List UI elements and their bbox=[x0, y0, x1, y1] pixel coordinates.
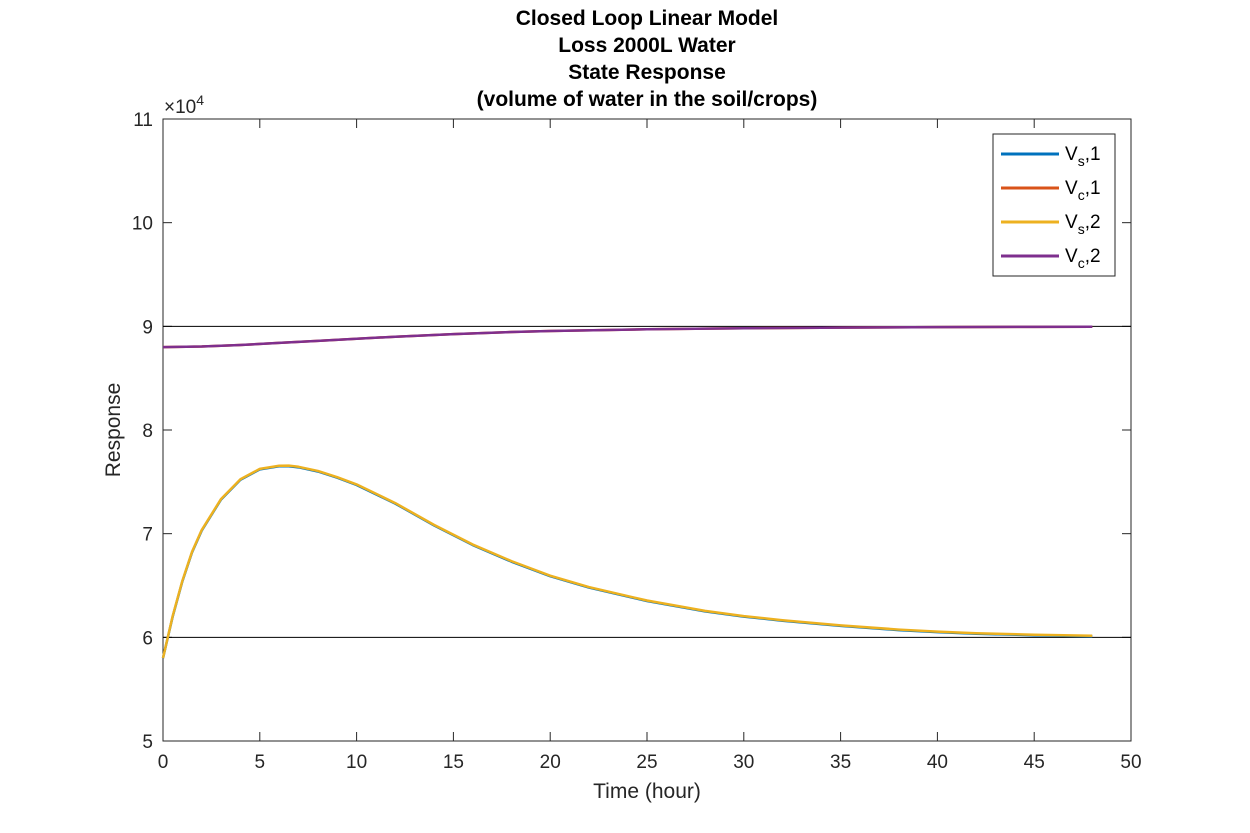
y-tick-label: 9 bbox=[142, 317, 153, 338]
y-exponent-base: ×10 bbox=[164, 97, 196, 118]
x-tick-label: 20 bbox=[540, 752, 561, 773]
legend-label-subscript: c bbox=[1078, 255, 1085, 271]
x-tick-label: 0 bbox=[158, 752, 169, 773]
legend-label-suffix: ,2 bbox=[1085, 246, 1101, 267]
chart-title-line-3: State Response bbox=[568, 61, 726, 84]
y-exponent-power: 4 bbox=[196, 92, 204, 108]
legend-label-3: Vs,2 bbox=[1065, 212, 1101, 237]
x-tick-label: 30 bbox=[733, 752, 754, 773]
x-axis-label: Time (hour) bbox=[593, 780, 701, 803]
y-tick-label: 6 bbox=[142, 628, 153, 649]
chart-title-line-2: Loss 2000L Water bbox=[558, 34, 735, 57]
y-axis-label: Response bbox=[102, 383, 125, 478]
legend-label-1: Vs,1 bbox=[1065, 144, 1101, 169]
legend-label-main: V bbox=[1065, 212, 1078, 233]
x-tick-label: 35 bbox=[830, 752, 851, 773]
series-line-3 bbox=[161, 464, 1093, 659]
legend-label-main: V bbox=[1065, 144, 1078, 165]
legend-label-subscript: c bbox=[1078, 187, 1085, 203]
y-tick-label: 10 bbox=[132, 214, 153, 235]
legend-label-4: Vc,2 bbox=[1065, 246, 1101, 271]
legend-label-2: Vc,1 bbox=[1065, 178, 1101, 203]
legend-box bbox=[992, 133, 1116, 277]
x-tick-label: 40 bbox=[927, 752, 948, 773]
y-tick-label: 11 bbox=[133, 110, 153, 131]
x-tick-label: 15 bbox=[443, 752, 464, 773]
x-tick-label: 45 bbox=[1024, 752, 1045, 773]
legend-label-main: V bbox=[1065, 246, 1078, 267]
y-exponent-label: ×104 bbox=[164, 92, 204, 118]
axes-box bbox=[162, 118, 1132, 742]
series-line-1 bbox=[161, 465, 1093, 659]
y-tick-label: 8 bbox=[142, 421, 153, 442]
x-tick-label: 10 bbox=[346, 752, 367, 773]
x-tick-label: 50 bbox=[1120, 752, 1141, 773]
chart-title-line-4: (volume of water in the soil/crops) bbox=[477, 88, 818, 111]
x-tick-label: 5 bbox=[255, 752, 266, 773]
x-tick-label: 25 bbox=[636, 752, 657, 773]
legend-label-suffix: ,2 bbox=[1085, 212, 1101, 233]
legend-label-subscript: s bbox=[1078, 221, 1085, 237]
legend-label-subscript: s bbox=[1078, 153, 1085, 169]
legend-label-main: V bbox=[1065, 178, 1078, 199]
series-line-4 bbox=[162, 325, 1093, 349]
y-tick-label: 5 bbox=[142, 732, 153, 753]
legend-label-suffix: ,1 bbox=[1085, 178, 1101, 199]
legend: Vs,1Vc,1Vs,2Vc,2 bbox=[992, 133, 1116, 277]
y-tick-label: 7 bbox=[142, 525, 153, 546]
legend-label-suffix: ,1 bbox=[1085, 144, 1101, 165]
chart-title-line-1: Closed Loop Linear Model bbox=[516, 7, 779, 30]
